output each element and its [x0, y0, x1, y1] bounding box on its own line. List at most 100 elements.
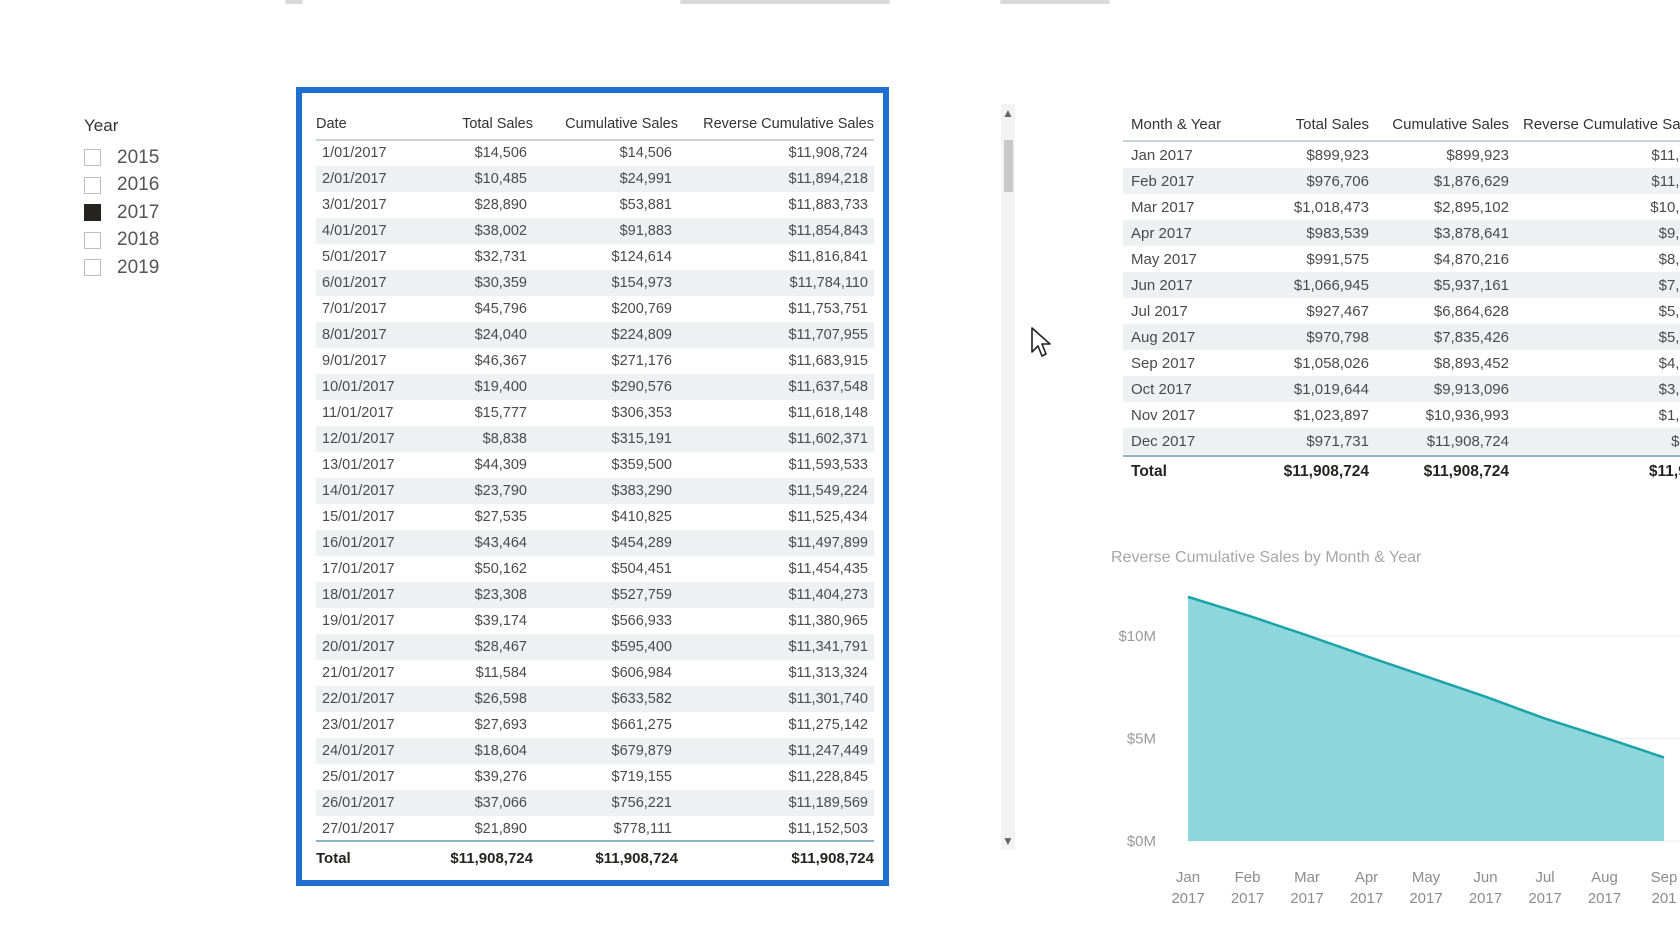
table-row[interactable]: 1/01/2017 $14,506 $14,506 $11,908,724: [316, 140, 874, 166]
column-header-total-sales[interactable]: Total Sales: [462, 116, 533, 132]
cumulative-sales-cell: $6,864,628: [1433, 302, 1509, 320]
daily-sales-table[interactable]: Date Total Sales Cumulative Sales Revers…: [296, 87, 889, 886]
table-row[interactable]: 4/01/2017 $38,002 $91,883 $11,854,843: [316, 218, 874, 244]
table-row[interactable]: Apr 2017 $983,539 $3,878,641 $9,013,6: [1123, 220, 1680, 246]
table-row[interactable]: 23/01/2017 $27,693 $661,275 $11,275,142: [316, 712, 874, 738]
reverse-cumulative-cell: $11,894,218: [788, 171, 868, 187]
table-row[interactable]: Jul 2017 $927,467 $6,864,628 $5,971,5: [1123, 298, 1680, 324]
date-cell: 22/01/2017: [322, 691, 395, 707]
x-tick-label: Aug: [1591, 869, 1618, 886]
table-row[interactable]: Nov 2017 $1,023,897 $10,936,993 $1,995,6: [1123, 402, 1680, 428]
month-year-cell: Jan 2017: [1131, 146, 1193, 164]
table-row[interactable]: Aug 2017 $970,798 $7,835,426 $5,044,0: [1123, 324, 1680, 350]
x-tick-label: Mar: [1294, 869, 1320, 886]
column-header-total-sales[interactable]: Total Sales: [1295, 115, 1369, 133]
cumulative-sales-cell: $14,506: [619, 145, 672, 161]
table-row[interactable]: 18/01/2017 $23,308 $527,759 $11,404,273: [316, 582, 874, 608]
cumulative-sales-cell: $53,881: [619, 197, 672, 213]
total-sales-cell: $15,777: [474, 405, 527, 421]
total-sales-cell: $21,890: [474, 821, 527, 837]
table-row[interactable]: 7/01/2017 $45,796 $200,769 $11,753,751: [316, 296, 874, 322]
table-row[interactable]: May 2017 $991,575 $4,870,216 $8,030,0: [1123, 246, 1680, 272]
table-row[interactable]: 9/01/2017 $46,367 $271,176 $11,683,915: [316, 348, 874, 374]
month-year-cell: Feb 2017: [1131, 172, 1195, 190]
total-sales-cell: $27,693: [474, 717, 527, 733]
date-cell: 18/01/2017: [322, 587, 395, 603]
monthly-sales-table[interactable]: Month & Year Total Sales Cumulative Sale…: [1123, 108, 1680, 488]
table-row[interactable]: Dec 2017 $971,731 $11,908,724 $971,7: [1123, 428, 1680, 454]
scroll-thumb[interactable]: [1004, 140, 1013, 192]
table-row[interactable]: Jun 2017 $1,066,945 $5,937,161 $7,038,5: [1123, 272, 1680, 298]
reverse-cumulative-cell: $11,341,791: [788, 639, 868, 655]
table-row[interactable]: Jan 2017 $899,923 $899,923 $11,908,7: [1123, 142, 1680, 168]
table-row[interactable]: 27/01/2017 $21,890 $778,111 $11,152,503: [316, 816, 874, 842]
slicer-item-2015[interactable]: 2015: [84, 144, 244, 172]
table-row[interactable]: 12/01/2017 $8,838 $315,191 $11,602,371: [316, 426, 874, 452]
cumulative-sales-cell: $661,275: [611, 717, 672, 733]
slicer-checkbox[interactable]: [84, 231, 101, 249]
slicer-item-2016[interactable]: 2016: [84, 172, 244, 200]
table-row[interactable]: 26/01/2017 $37,066 $756,221 $11,189,569: [316, 790, 874, 816]
cumulative-sales-cell: $527,759: [611, 587, 672, 603]
table-row[interactable]: Oct 2017 $1,019,644 $9,913,096 $3,015,2: [1123, 376, 1680, 402]
x-tick-label: 2017: [1171, 890, 1204, 907]
table-row[interactable]: Sep 2017 $1,058,026 $8,893,452 $4,073,2: [1123, 350, 1680, 376]
column-header-cumulative-sales[interactable]: Cumulative Sales: [1392, 115, 1509, 133]
total-sales-cell: $50,162: [474, 561, 527, 577]
y-tick-label: $10M: [1118, 628, 1156, 645]
date-cell: 7/01/2017: [322, 301, 387, 317]
scroll-down-icon[interactable]: ▼: [1002, 834, 1014, 848]
table-row[interactable]: 6/01/2017 $30,359 $154,973 $11,784,110: [316, 270, 874, 296]
slicer-checkbox[interactable]: [84, 204, 101, 222]
column-header-date[interactable]: Date: [316, 116, 347, 132]
scroll-up-icon[interactable]: ▲: [1002, 106, 1014, 120]
table-row[interactable]: 25/01/2017 $39,276 $719,155 $11,228,845: [316, 764, 874, 790]
month-year-cell: Dec 2017: [1131, 432, 1196, 450]
slicer-checkbox[interactable]: [84, 259, 101, 277]
column-header-reverse-cumulative-sales[interactable]: Reverse Cumulative Sa: [1523, 115, 1680, 133]
table-row[interactable]: 24/01/2017 $18,604 $679,879 $11,247,449: [316, 738, 874, 764]
total-sales-cell: $976,706: [1306, 172, 1369, 190]
table-row[interactable]: 10/01/2017 $19,400 $290,576 $11,637,548: [316, 374, 874, 400]
slicer-item-2019[interactable]: 2019: [84, 254, 244, 282]
table-row[interactable]: 11/01/2017 $15,777 $306,353 $11,618,148: [316, 400, 874, 426]
table-row[interactable]: 15/01/2017 $27,535 $410,825 $11,525,434: [316, 504, 874, 530]
mouse-pointer-icon: [1031, 327, 1051, 357]
reverse-cumulative-cell: $1,995,6: [1658, 406, 1680, 424]
column-header-reverse-cumulative-sales[interactable]: Reverse Cumulative Sales: [703, 116, 874, 132]
cumulative-sales-cell: $633,582: [611, 691, 672, 707]
monthly-table-header: Month & Year Total Sales Cumulative Sale…: [1123, 108, 1680, 142]
slicer-checkbox[interactable]: [84, 149, 101, 167]
slicer-item-label: 2015: [117, 146, 160, 168]
table-row[interactable]: 13/01/2017 $44,309 $359,500 $11,593,533: [316, 452, 874, 478]
table-row[interactable]: Mar 2017 $1,018,473 $2,895,102 $10,032,0: [1123, 194, 1680, 220]
column-header-month-year[interactable]: Month & Year: [1131, 115, 1222, 133]
table-row[interactable]: Feb 2017 $976,706 $1,876,629 $11,008,8: [1123, 168, 1680, 194]
x-tick-label: 2017: [1409, 890, 1442, 907]
table-row[interactable]: 16/01/2017 $43,464 $454,289 $11,497,899: [316, 530, 874, 556]
slicer-checkbox[interactable]: [84, 176, 101, 194]
month-year-cell: Aug 2017: [1131, 328, 1196, 346]
date-cell: 27/01/2017: [322, 821, 395, 837]
reverse-cumulative-area-chart[interactable]: $10M $5M $0M Jan 2017 Feb 2017 Mar 2017 Apr 2017 Ma…: [1100, 575, 1680, 915]
table-row[interactable]: 21/01/2017 $11,584 $606,984 $11,313,324: [316, 660, 874, 686]
total-sales-cell: $1,018,473: [1293, 198, 1369, 216]
slicer-item-2018[interactable]: 2018: [84, 227, 244, 255]
table-scrollbar[interactable]: ▲ ▼: [1001, 104, 1015, 850]
cumulative-sales-cell: $679,879: [611, 743, 672, 759]
x-tick-label: 201: [1651, 890, 1676, 907]
table-row[interactable]: 22/01/2017 $26,598 $633,582 $11,301,740: [316, 686, 874, 712]
table-row[interactable]: 8/01/2017 $24,040 $224,809 $11,707,955: [316, 322, 874, 348]
table-row[interactable]: 2/01/2017 $10,485 $24,991 $11,894,218: [316, 166, 874, 192]
column-header-cumulative-sales[interactable]: Cumulative Sales: [565, 116, 678, 132]
table-row[interactable]: 5/01/2017 $32,731 $124,614 $11,816,841: [316, 244, 874, 270]
cumulative-sales-cell: $10,936,993: [1425, 406, 1509, 424]
table-row[interactable]: 20/01/2017 $28,467 $595,400 $11,341,791: [316, 634, 874, 660]
table-row[interactable]: 17/01/2017 $50,162 $504,451 $11,454,435: [316, 556, 874, 582]
slicer-item-2017[interactable]: 2017: [84, 199, 244, 227]
table-row[interactable]: 14/01/2017 $23,790 $383,290 $11,549,224: [316, 478, 874, 504]
table-row[interactable]: 3/01/2017 $28,890 $53,881 $11,883,733: [316, 192, 874, 218]
total-cumulative-value: $11,908,724: [595, 849, 678, 867]
date-cell: 11/01/2017: [322, 405, 394, 421]
table-row[interactable]: 19/01/2017 $39,174 $566,933 $11,380,965: [316, 608, 874, 634]
